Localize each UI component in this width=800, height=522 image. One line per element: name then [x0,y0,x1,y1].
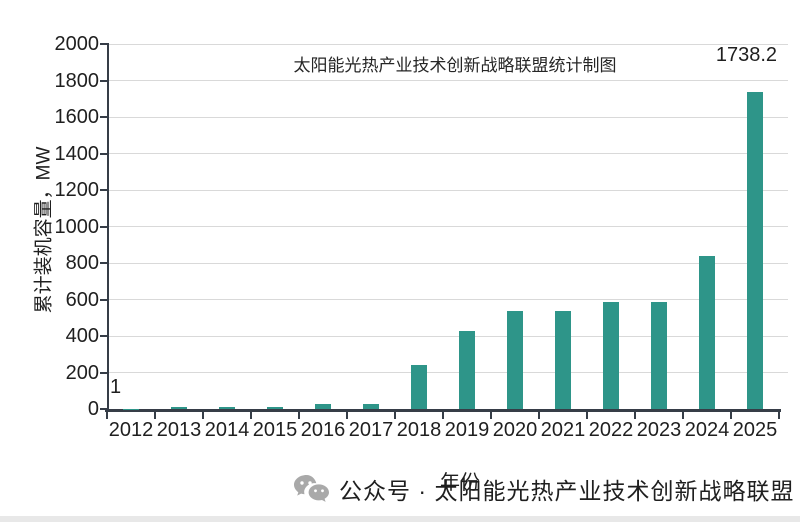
xtick-8 [490,411,492,419]
xtick-10 [586,411,588,419]
gridline-1400 [107,153,788,154]
ytick-label-1800: 1800 [54,69,100,92]
ytick-0 [100,408,107,410]
gridline-1200 [107,189,788,191]
ytick-label-1000: 1000 [54,215,100,238]
xtick-label-2024: 2024 [684,419,730,441]
ytick-label-400: 400 [65,325,99,347]
chart-title: 太阳能光热产业技术创新战略联盟统计制图 [293,56,617,75]
ytick-200 [100,371,107,374]
xtick-6 [394,411,396,419]
ytick-label-1400: 1400 [54,142,100,165]
xtick-label-2014: 2014 [204,419,250,441]
gridline-800 [107,262,788,264]
gridline-1000 [107,226,788,227]
ytick-label-1200: 1200 [54,179,100,201]
bar-2025 [747,91,763,409]
xtick-3 [250,411,252,419]
xtick-label-2012: 2012 [108,419,154,441]
ytick-1800 [100,79,107,82]
bar-2013 [171,407,187,409]
gridline-1600 [107,116,788,118]
xtick-label-2013: 2013 [156,419,202,441]
xtick-12 [682,411,684,419]
annotation-2012-value: 1 [110,376,122,398]
xtick-11 [634,411,636,419]
ytick-400 [100,335,107,337]
xtick-label-2025: 2025 [732,419,778,441]
ytick-800 [100,262,107,264]
gridline-2000 [107,43,788,45]
ytick-label-1600: 1600 [54,106,100,128]
y-axis-line [107,43,109,412]
ytick-label-600: 600 [65,288,99,311]
x-axis-line [105,409,781,412]
ytick-2000 [100,43,107,45]
ytick-label-200: 200 [65,361,99,384]
xtick-label-2019: 2019 [444,419,490,441]
ytick-1200 [100,189,107,191]
xtick-label-2017: 2017 [348,419,394,441]
ytick-label-2000: 2000 [54,33,100,55]
bar-2018 [411,365,427,409]
bar-2023 [651,301,667,409]
bar-2017 [363,403,379,409]
annotation-2025-value: 1738.2 [715,44,777,66]
xtick-7 [442,411,444,419]
bar-2024 [699,256,715,409]
watermark: 公众号 · 太阳能光热产业技术创新战略联盟 [293,472,794,506]
xtick-5 [346,411,348,419]
xtick-label-2022: 2022 [588,419,634,441]
gridline-200 [107,372,788,373]
xtick-4 [298,411,300,419]
bar-2019 [459,330,475,409]
xtick-label-2015: 2015 [252,419,298,441]
bottom-edge [0,516,800,522]
xtick-0 [106,411,108,419]
wechat-icon [294,475,329,502]
bar-2014 [219,407,235,409]
xtick-9 [538,411,540,419]
gridline-400 [107,335,788,337]
ytick-1400 [100,152,107,155]
xtick-13 [730,411,732,419]
ytick-1000 [100,225,107,228]
ytick-label-0: 0 [87,398,99,420]
gridline-600 [107,299,788,300]
xtick-2 [202,411,204,419]
xtick-label-2020: 2020 [492,419,538,441]
bar-2021 [555,310,571,409]
xtick-label-2016: 2016 [300,419,346,441]
x-axis-label: 年份 [440,472,480,494]
bar-2015 [267,406,283,409]
ytick-label-800: 800 [65,252,99,274]
xtick-14 [778,411,780,419]
xtick-1 [154,411,156,419]
xtick-label-2018: 2018 [396,419,442,441]
xtick-label-2021: 2021 [540,419,586,441]
xtick-label-2023: 2023 [636,419,682,441]
ytick-600 [100,298,107,301]
gridline-1800 [107,80,788,81]
bar-2016 [315,403,331,409]
watermark-text: 公众号 · 太阳能光热产业技术创新战略联盟 [339,478,795,504]
bar-2022 [603,301,619,409]
bar-2020 [507,310,523,409]
ytick-1600 [100,116,107,118]
